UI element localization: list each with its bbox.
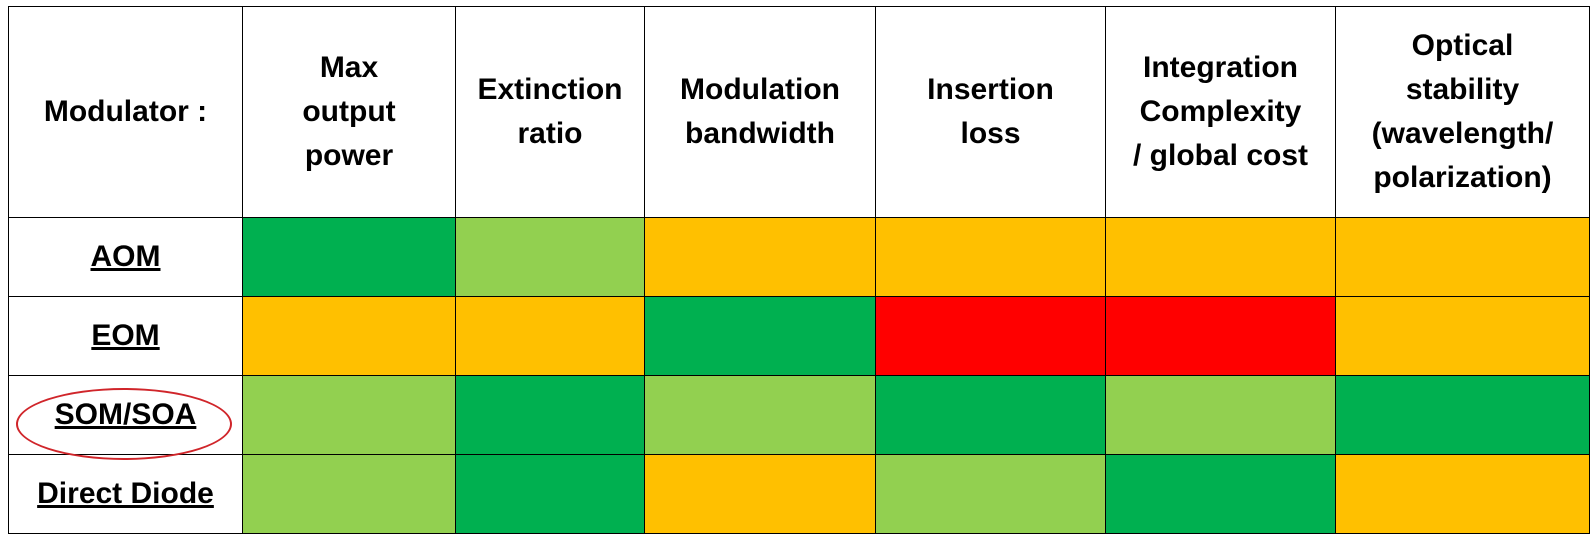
row-label-text: AOM bbox=[90, 240, 161, 273]
header-cell: Max output power bbox=[242, 6, 456, 218]
rating-cell bbox=[875, 454, 1106, 534]
rating-cell bbox=[242, 375, 456, 455]
rating-cell bbox=[242, 454, 456, 534]
header-cell: Modulator : bbox=[8, 6, 243, 218]
row-label-text: EOM bbox=[91, 319, 160, 352]
rating-cell bbox=[644, 296, 876, 376]
row-label: Direct Diode bbox=[8, 454, 243, 534]
header-cell: Insertion loss bbox=[875, 6, 1106, 218]
table-row: EOM bbox=[8, 296, 1590, 376]
header-row: Modulator : Max output power Extinction ra… bbox=[8, 6, 1590, 218]
table-header: Modulator : Max output power Extinction ra… bbox=[8, 6, 1590, 218]
rating-cell bbox=[1105, 217, 1336, 297]
row-label: AOM bbox=[8, 217, 243, 297]
rating-cell bbox=[242, 217, 456, 297]
rating-cell bbox=[455, 454, 645, 534]
row-label: EOM bbox=[8, 296, 243, 376]
header-cell: Integration Complexity / global cost bbox=[1105, 6, 1336, 218]
header-cell: Optical stability (wavelength/ polarizat… bbox=[1335, 6, 1590, 218]
table-row: AOM bbox=[8, 217, 1590, 297]
table-body: AOM EOM SOM/SOA Direct Diode bbox=[8, 217, 1590, 534]
rating-cell bbox=[455, 217, 645, 297]
rating-cell bbox=[455, 375, 645, 455]
rating-cell bbox=[1335, 217, 1590, 297]
header-cell: Extinction ratio bbox=[455, 6, 645, 218]
row-label-text: Direct Diode bbox=[37, 477, 214, 510]
rating-cell bbox=[1335, 375, 1590, 455]
header-cell: Modulation bandwidth bbox=[644, 6, 876, 218]
rating-cell bbox=[455, 296, 645, 376]
rating-cell bbox=[644, 375, 876, 455]
rating-cell bbox=[875, 217, 1106, 297]
rating-cell bbox=[1335, 296, 1590, 376]
table-row: Direct Diode bbox=[8, 454, 1590, 534]
rating-cell bbox=[1105, 375, 1336, 455]
rating-cell bbox=[1105, 296, 1336, 376]
rating-cell bbox=[875, 296, 1106, 376]
rating-cell bbox=[1335, 454, 1590, 534]
rating-cell bbox=[242, 296, 456, 376]
rating-cell bbox=[644, 454, 876, 534]
rating-cell bbox=[1105, 454, 1336, 534]
rating-cell bbox=[875, 375, 1106, 455]
comparison-table: Modulator : Max output power Extinction ra… bbox=[8, 6, 1590, 534]
table-row: SOM/SOA bbox=[8, 375, 1590, 455]
rating-cell bbox=[644, 217, 876, 297]
highlight-ellipse bbox=[16, 388, 232, 460]
